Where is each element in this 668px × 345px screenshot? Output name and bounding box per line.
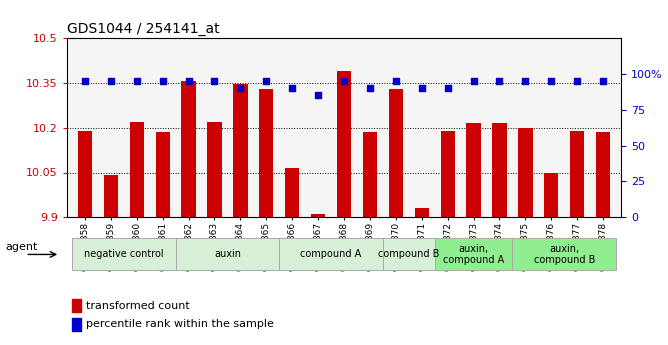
Bar: [77, 131, 92, 217]
Point: [546, 78, 556, 84]
Bar: [440, 131, 455, 217]
Point: [520, 78, 530, 84]
Point: [391, 78, 401, 84]
Text: agent: agent: [5, 242, 37, 252]
Text: auxin,
compound A: auxin, compound A: [443, 244, 504, 265]
Bar: [130, 122, 144, 217]
Point: [209, 78, 220, 84]
Text: compound B: compound B: [378, 249, 440, 259]
Bar: [279, 238, 383, 270]
Point: [106, 78, 116, 84]
Text: negative control: negative control: [84, 249, 164, 259]
Text: compound A: compound A: [301, 249, 361, 259]
Point: [287, 86, 297, 91]
Point: [79, 78, 90, 84]
Bar: [363, 132, 377, 217]
Bar: [156, 132, 170, 217]
Text: auxin: auxin: [214, 249, 241, 259]
Bar: [466, 123, 481, 217]
Bar: [259, 89, 273, 217]
Bar: [383, 238, 435, 270]
Point: [416, 86, 427, 91]
Point: [261, 78, 272, 84]
Bar: [72, 238, 176, 270]
Text: percentile rank within the sample: percentile rank within the sample: [86, 319, 274, 329]
Bar: [596, 132, 611, 217]
Bar: [512, 238, 616, 270]
Bar: [285, 168, 299, 217]
Bar: [311, 214, 325, 217]
Bar: [233, 84, 248, 217]
Point: [183, 78, 194, 84]
Point: [313, 92, 323, 98]
Point: [572, 78, 582, 84]
Bar: [389, 89, 403, 217]
Point: [365, 86, 375, 91]
Bar: [435, 238, 512, 270]
Point: [598, 78, 609, 84]
Bar: [182, 81, 196, 217]
Point: [494, 78, 505, 84]
Bar: [207, 122, 222, 217]
Bar: [544, 172, 558, 217]
Bar: [337, 71, 351, 217]
Text: transformed count: transformed count: [86, 301, 190, 310]
Point: [442, 86, 453, 91]
Bar: [72, 299, 81, 312]
Bar: [415, 208, 429, 217]
Bar: [176, 238, 279, 270]
Point: [468, 78, 479, 84]
Point: [132, 78, 142, 84]
Bar: [72, 318, 81, 331]
Bar: [570, 131, 584, 217]
Point: [339, 78, 349, 84]
Bar: [518, 128, 532, 217]
Bar: [104, 176, 118, 217]
Point: [235, 86, 246, 91]
Text: GDS1044 / 254141_at: GDS1044 / 254141_at: [67, 21, 219, 36]
Bar: [492, 123, 506, 217]
Point: [158, 78, 168, 84]
Text: auxin,
compound B: auxin, compound B: [534, 244, 595, 265]
